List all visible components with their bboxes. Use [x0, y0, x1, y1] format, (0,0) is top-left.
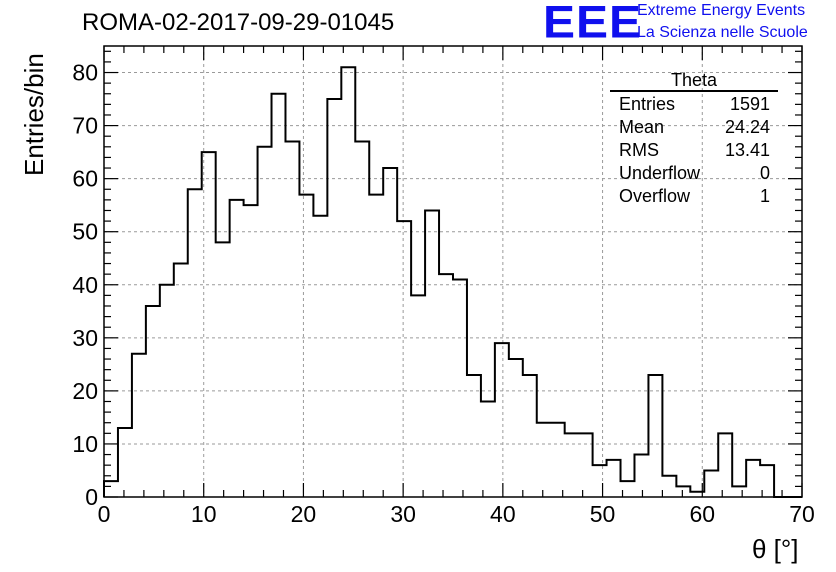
histogram-bin [160, 285, 174, 497]
histogram-bin [285, 142, 299, 497]
histogram-bin [272, 94, 286, 497]
chart-title: ROMA-02-2017-09-29-01045 [82, 9, 395, 36]
stats-row-entries: Entries 1591 [619, 94, 770, 114]
histogram-outline [103, 66, 802, 498]
histogram-bin [579, 433, 593, 497]
histogram-bin [425, 210, 439, 497]
plot-frame-rect [103, 45, 803, 498]
stats-box-name: Theta [670, 70, 718, 90]
plot-frame [103, 45, 803, 498]
histogram-bin [202, 152, 216, 497]
histogram-bin [537, 423, 551, 497]
histogram-bin [676, 486, 690, 497]
histogram-bin [648, 375, 662, 497]
histogram-bin [216, 242, 230, 497]
histogram-bin [760, 465, 774, 497]
histogram-bin [467, 375, 481, 497]
histogram-bin [634, 455, 648, 497]
x-axis-label: θ [°] [752, 534, 799, 564]
histogram-bin [104, 481, 118, 497]
histogram-bin [118, 428, 132, 497]
stats-box-rule [610, 90, 778, 92]
x-tick-label: 30 [390, 501, 416, 527]
histogram-bin [230, 200, 244, 497]
histogram-bin [551, 423, 565, 497]
histogram-bin [188, 189, 202, 497]
histogram-bin [355, 142, 369, 497]
histogram-bin [495, 343, 509, 497]
x-tick-label: 0 [98, 501, 111, 527]
histogram-bin [718, 433, 732, 497]
eee-logo: EEE [543, 0, 643, 48]
y-tick-label: 40 [72, 272, 98, 298]
histogram-bin [509, 359, 523, 497]
histogram-bin [397, 221, 411, 497]
histogram-bin [411, 295, 425, 497]
x-tick-label: 10 [191, 501, 217, 527]
histogram-bin [174, 264, 188, 497]
x-tick-label: 50 [590, 501, 616, 527]
histogram-bin [565, 433, 579, 497]
histogram-bin [244, 205, 258, 497]
histogram-bin [662, 476, 676, 497]
stats-row-underflow: Underflow 0 [619, 163, 770, 183]
y-tick-label: 10 [72, 431, 98, 457]
logo-line-2: La Scienza nelle Scuole [637, 24, 808, 41]
tick-labels: 0 10 20 30 40 50 60 70 0 10 20 30 40 50 60 70 80 [72, 60, 814, 527]
histogram-bin [146, 306, 160, 497]
histogram-bin [746, 460, 760, 497]
histogram-bin [593, 465, 607, 497]
y-tick-label: 80 [72, 60, 98, 86]
histogram-bin [299, 195, 313, 497]
y-tick-label: 30 [72, 325, 98, 351]
histogram-bin [327, 99, 341, 497]
histogram-bin [621, 481, 635, 497]
histogram-bin [732, 486, 746, 497]
histogram-bin [341, 67, 355, 497]
logo-line-1: Extreme Energy Events [637, 2, 806, 19]
stats-row-mean: Mean 24.24 [619, 117, 770, 137]
histogram-bin [369, 195, 383, 497]
histogram-bin [383, 168, 397, 497]
stats-box: Theta Entries 1591 Mean 24.24 RMS 13.41 Und… [610, 70, 778, 208]
histogram-bin [258, 147, 272, 497]
axis-ticks [103, 46, 803, 498]
histogram-bin [607, 460, 621, 497]
stats-row-rms: RMS 13.41 [619, 140, 770, 160]
stats-row-overflow: Overflow 1 [619, 186, 770, 206]
histogram-bin [453, 279, 467, 497]
histogram-bin [523, 375, 537, 497]
histogram-bin [439, 274, 453, 497]
x-tick-label: 20 [291, 501, 317, 527]
histogram-bin [481, 401, 495, 497]
histogram-bin [313, 216, 327, 497]
x-tick-label: 60 [689, 501, 715, 527]
x-tick-label: 40 [490, 501, 516, 527]
y-tick-label: 60 [72, 166, 98, 192]
histogram-bin [132, 354, 146, 497]
grid-lines [104, 46, 802, 497]
x-tick-label: 70 [789, 501, 815, 527]
histogram-bin [704, 470, 718, 497]
y-tick-label: 50 [72, 219, 98, 245]
y-tick-label: 0 [85, 484, 98, 510]
y-tick-label: 20 [72, 378, 98, 404]
y-tick-label: 70 [72, 113, 98, 139]
